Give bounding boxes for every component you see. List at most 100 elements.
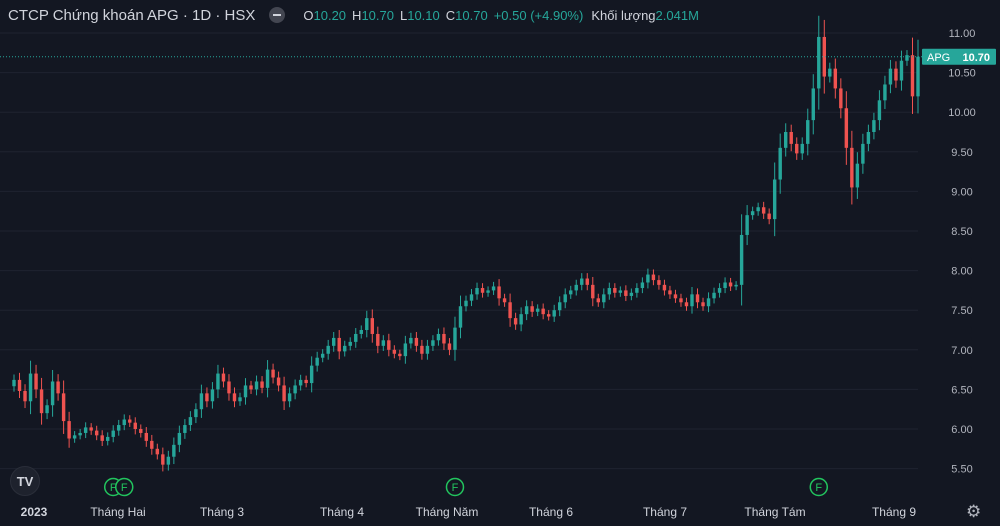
x-tick-label: Tháng Năm — [416, 505, 479, 519]
candle-body — [480, 288, 485, 293]
candle-body — [205, 393, 209, 402]
candle-body — [166, 456, 171, 465]
candle-body — [508, 302, 512, 319]
candle-body — [155, 448, 160, 455]
candle-body — [276, 377, 281, 386]
candle-body — [133, 422, 137, 429]
candle-body — [210, 389, 215, 402]
candle-body — [34, 373, 38, 390]
candle-body — [442, 333, 446, 344]
y-tick-label: 10.50 — [948, 68, 976, 80]
candle-body — [376, 333, 380, 346]
y-tick-label: 6.00 — [951, 424, 972, 436]
gear-icon[interactable]: ⚙ — [966, 502, 982, 522]
candle-body — [464, 300, 468, 307]
symbol-title[interactable]: CTCP Chứng khoán APG · 1D · HSX — [8, 6, 256, 24]
candle-body — [679, 298, 683, 303]
y-tick-label: 9.50 — [951, 147, 972, 159]
candle-body — [684, 302, 689, 307]
volume-label: Khối lượng — [591, 7, 656, 23]
candle-body — [767, 213, 771, 220]
y-tick-label: 8.00 — [951, 266, 972, 278]
candle-body — [783, 132, 788, 148]
candle-body — [271, 369, 275, 378]
candle-body — [117, 425, 121, 431]
candle-body — [287, 393, 292, 402]
candle-body — [817, 36, 821, 89]
candle-body — [409, 337, 413, 344]
candle-body — [657, 280, 661, 285]
hide-legend-icon[interactable] — [269, 7, 286, 23]
candle-body — [772, 179, 777, 220]
candle-body — [254, 381, 259, 390]
candle-body — [458, 306, 463, 328]
candle-body — [513, 318, 518, 325]
candle-body — [89, 427, 93, 431]
last-price-tag-bg — [922, 48, 996, 65]
close-value: 10.70 — [455, 7, 488, 23]
candle-body — [822, 36, 827, 77]
event-marker[interactable] — [114, 477, 134, 497]
candle-body — [61, 393, 66, 422]
candle-body — [326, 345, 330, 354]
x-tick-label: Tháng 3 — [200, 505, 244, 519]
candle-body — [717, 288, 722, 293]
candle-body — [519, 314, 523, 325]
event-marker[interactable] — [809, 477, 829, 497]
candle-body — [238, 397, 242, 402]
candle-body — [756, 207, 760, 212]
candle-body — [591, 284, 595, 299]
candle-body — [348, 341, 352, 346]
x-axis: 2023 Tháng Hai Tháng 3 Tháng 4 Tháng Năm Thán… — [21, 505, 917, 519]
candle-body — [541, 308, 545, 315]
candle-body — [745, 215, 749, 235]
candle-body — [844, 108, 849, 148]
candle-body — [365, 318, 369, 330]
candle-body — [105, 436, 110, 441]
last-price-tag-value: 10.70 — [962, 52, 990, 64]
candle-body — [309, 365, 314, 384]
candle-body — [359, 330, 363, 334]
tradingview-logo-icon[interactable]: TV — [10, 466, 40, 496]
candle-body — [524, 306, 529, 315]
y-tick-label: 11.00 — [949, 28, 976, 40]
candle-body — [78, 432, 82, 436]
candle-body — [337, 337, 341, 352]
candle-body — [574, 284, 578, 291]
candle-body — [387, 340, 391, 350]
candle-body — [640, 282, 645, 289]
event-marker[interactable] — [445, 477, 465, 497]
candle-body — [17, 379, 22, 391]
y-tick-label: 9.00 — [951, 186, 972, 198]
candle-body — [122, 419, 126, 426]
y-axis: 11.00 10.50 10.00 9.50 9.00 8.50 8.00 7.50 7.00 6… — [948, 28, 976, 476]
x-tick-label: Tháng 6 — [529, 505, 573, 519]
candle-body — [690, 294, 694, 307]
candle-body — [613, 288, 617, 293]
candle-body — [227, 381, 231, 394]
legend-header: CTCP Chứng khoán APG · 1D · HSX O 10.20 H… — [8, 4, 699, 26]
candle-body — [431, 340, 435, 346]
candle-body — [497, 286, 501, 299]
candle-body — [662, 284, 667, 291]
candle-body — [447, 343, 452, 350]
candle-body — [761, 207, 766, 214]
candle-body — [67, 421, 71, 439]
candle-body — [199, 393, 204, 410]
candle-body — [535, 308, 540, 312]
candle-body — [546, 314, 551, 317]
candle-body — [635, 288, 639, 293]
candle-body — [216, 373, 220, 390]
candle-body — [894, 68, 898, 81]
candle-body — [381, 340, 386, 346]
candle-body — [855, 163, 860, 188]
candle-body — [861, 143, 865, 164]
candle-body — [414, 337, 419, 346]
event-marker-label: F — [452, 482, 459, 494]
candle-body — [668, 290, 672, 295]
candle-body — [607, 288, 612, 295]
y-tick-label: 6.50 — [951, 384, 972, 396]
candle-body — [839, 88, 843, 109]
candle-body — [265, 369, 270, 388]
